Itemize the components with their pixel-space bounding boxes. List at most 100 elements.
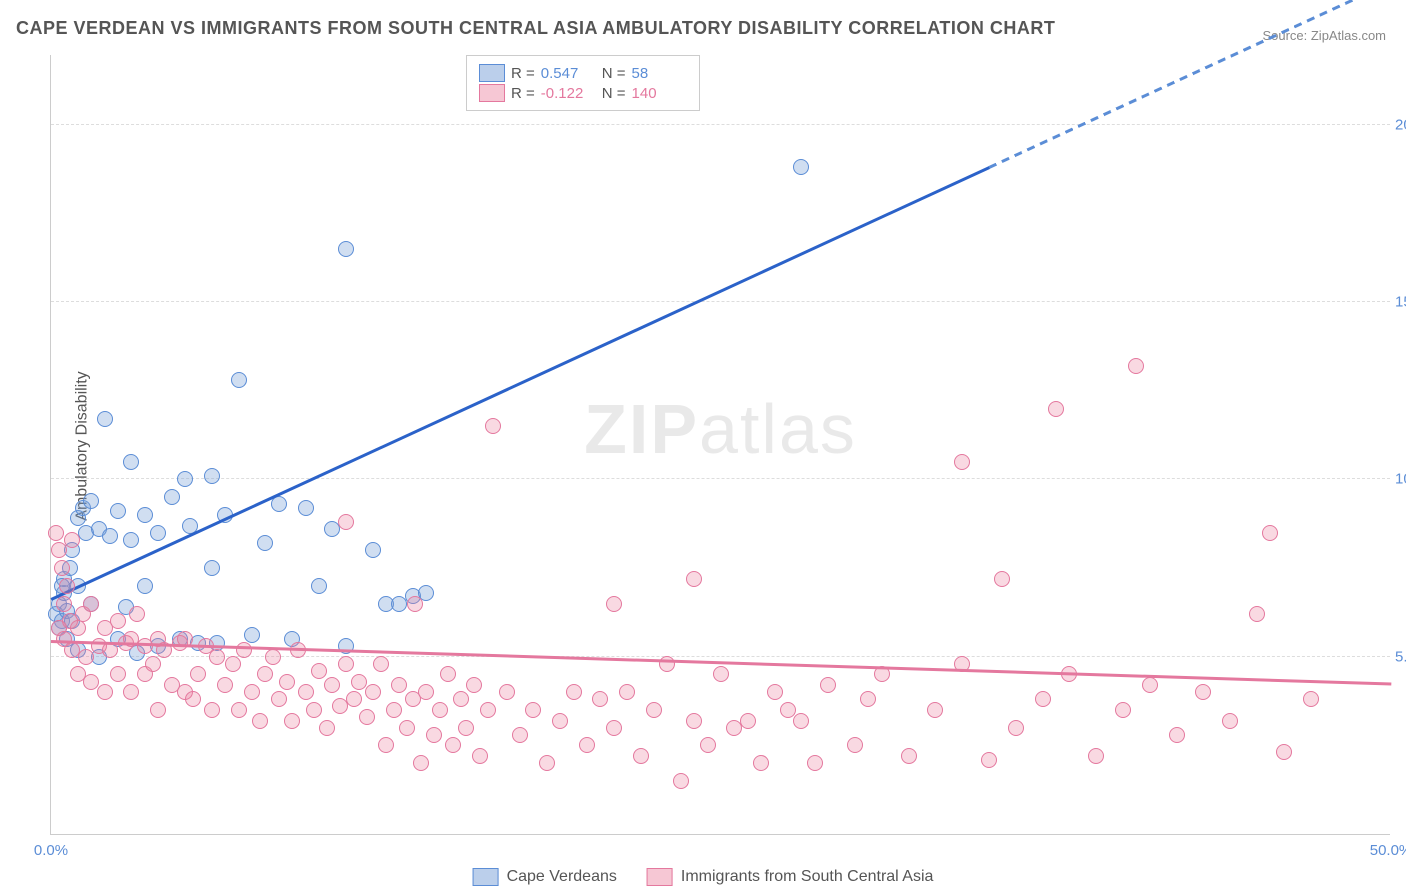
data-point: [619, 684, 635, 700]
data-point: [298, 500, 314, 516]
r-label: R =: [511, 65, 535, 82]
data-point: [244, 684, 260, 700]
data-point: [386, 702, 402, 718]
data-point: [311, 663, 327, 679]
data-point: [901, 748, 917, 764]
data-point: [1262, 525, 1278, 541]
data-point: [1195, 684, 1211, 700]
data-point: [592, 691, 608, 707]
data-point: [97, 411, 113, 427]
data-point: [1222, 713, 1238, 729]
legend-item: Immigrants from South Central Asia: [647, 868, 934, 886]
data-point: [539, 755, 555, 771]
data-point: [820, 677, 836, 693]
legend-swatch: [473, 868, 499, 886]
data-point: [954, 454, 970, 470]
data-point: [236, 642, 252, 658]
data-point: [466, 677, 482, 693]
legend-item: Cape Verdeans: [473, 868, 617, 886]
data-point: [110, 613, 126, 629]
data-point: [753, 755, 769, 771]
data-point: [70, 620, 86, 636]
data-point: [231, 372, 247, 388]
data-point: [265, 649, 281, 665]
data-point: [365, 684, 381, 700]
data-point: [413, 755, 429, 771]
correlation-legend: R =0.547N =58R =-0.122N =140: [466, 55, 700, 111]
data-point: [338, 241, 354, 257]
data-point: [1249, 606, 1265, 622]
data-point: [123, 532, 139, 548]
gridline: [51, 301, 1390, 302]
data-point: [552, 713, 568, 729]
data-point: [646, 702, 662, 718]
data-point: [499, 684, 515, 700]
data-point: [64, 532, 80, 548]
data-point: [927, 702, 943, 718]
data-point: [378, 737, 394, 753]
data-point: [793, 159, 809, 175]
data-point: [981, 752, 997, 768]
data-point: [686, 713, 702, 729]
data-point: [54, 560, 70, 576]
data-point: [472, 748, 488, 764]
data-point: [137, 578, 153, 594]
data-point: [324, 677, 340, 693]
data-point: [365, 542, 381, 558]
data-point: [359, 709, 375, 725]
data-point: [271, 496, 287, 512]
data-point: [713, 666, 729, 682]
y-tick-label: 15.0%: [1395, 294, 1406, 311]
data-point: [686, 571, 702, 587]
legend-swatch: [479, 64, 505, 82]
data-point: [426, 727, 442, 743]
n-label: N =: [602, 85, 626, 102]
data-point: [129, 606, 145, 622]
data-point: [164, 489, 180, 505]
x-tick-label: 50.0%: [1370, 842, 1406, 859]
data-point: [860, 691, 876, 707]
data-point: [284, 713, 300, 729]
data-point: [566, 684, 582, 700]
data-point: [525, 702, 541, 718]
legend-swatch: [647, 868, 673, 886]
data-point: [673, 773, 689, 789]
data-point: [271, 691, 287, 707]
r-label: R =: [511, 85, 535, 102]
data-point: [432, 702, 448, 718]
data-point: [102, 528, 118, 544]
data-point: [606, 720, 622, 736]
data-point: [83, 596, 99, 612]
data-point: [97, 684, 113, 700]
legend-label: Cape Verdeans: [507, 868, 617, 886]
data-point: [319, 720, 335, 736]
data-point: [78, 649, 94, 665]
watermark-light: atlas: [699, 390, 857, 468]
data-point: [225, 656, 241, 672]
data-point: [56, 596, 72, 612]
data-point: [1142, 677, 1158, 693]
data-point: [407, 596, 423, 612]
data-point: [512, 727, 528, 743]
data-point: [1169, 727, 1185, 743]
data-point: [137, 507, 153, 523]
y-tick-label: 20.0%: [1395, 116, 1406, 133]
series-legend: Cape Verdeans Immigrants from South Centr…: [473, 868, 934, 886]
x-tick-label: 0.0%: [34, 842, 68, 859]
gridline: [51, 124, 1390, 125]
data-point: [445, 737, 461, 753]
data-point: [807, 755, 823, 771]
data-point: [338, 656, 354, 672]
data-point: [606, 596, 622, 612]
data-point: [418, 684, 434, 700]
y-tick-label: 5.0%: [1395, 648, 1406, 665]
data-point: [1276, 744, 1292, 760]
data-point: [279, 674, 295, 690]
gridline: [51, 478, 1390, 479]
data-point: [458, 720, 474, 736]
data-point: [847, 737, 863, 753]
gridline: [51, 656, 1390, 657]
data-point: [123, 684, 139, 700]
data-point: [485, 418, 501, 434]
data-point: [145, 656, 161, 672]
